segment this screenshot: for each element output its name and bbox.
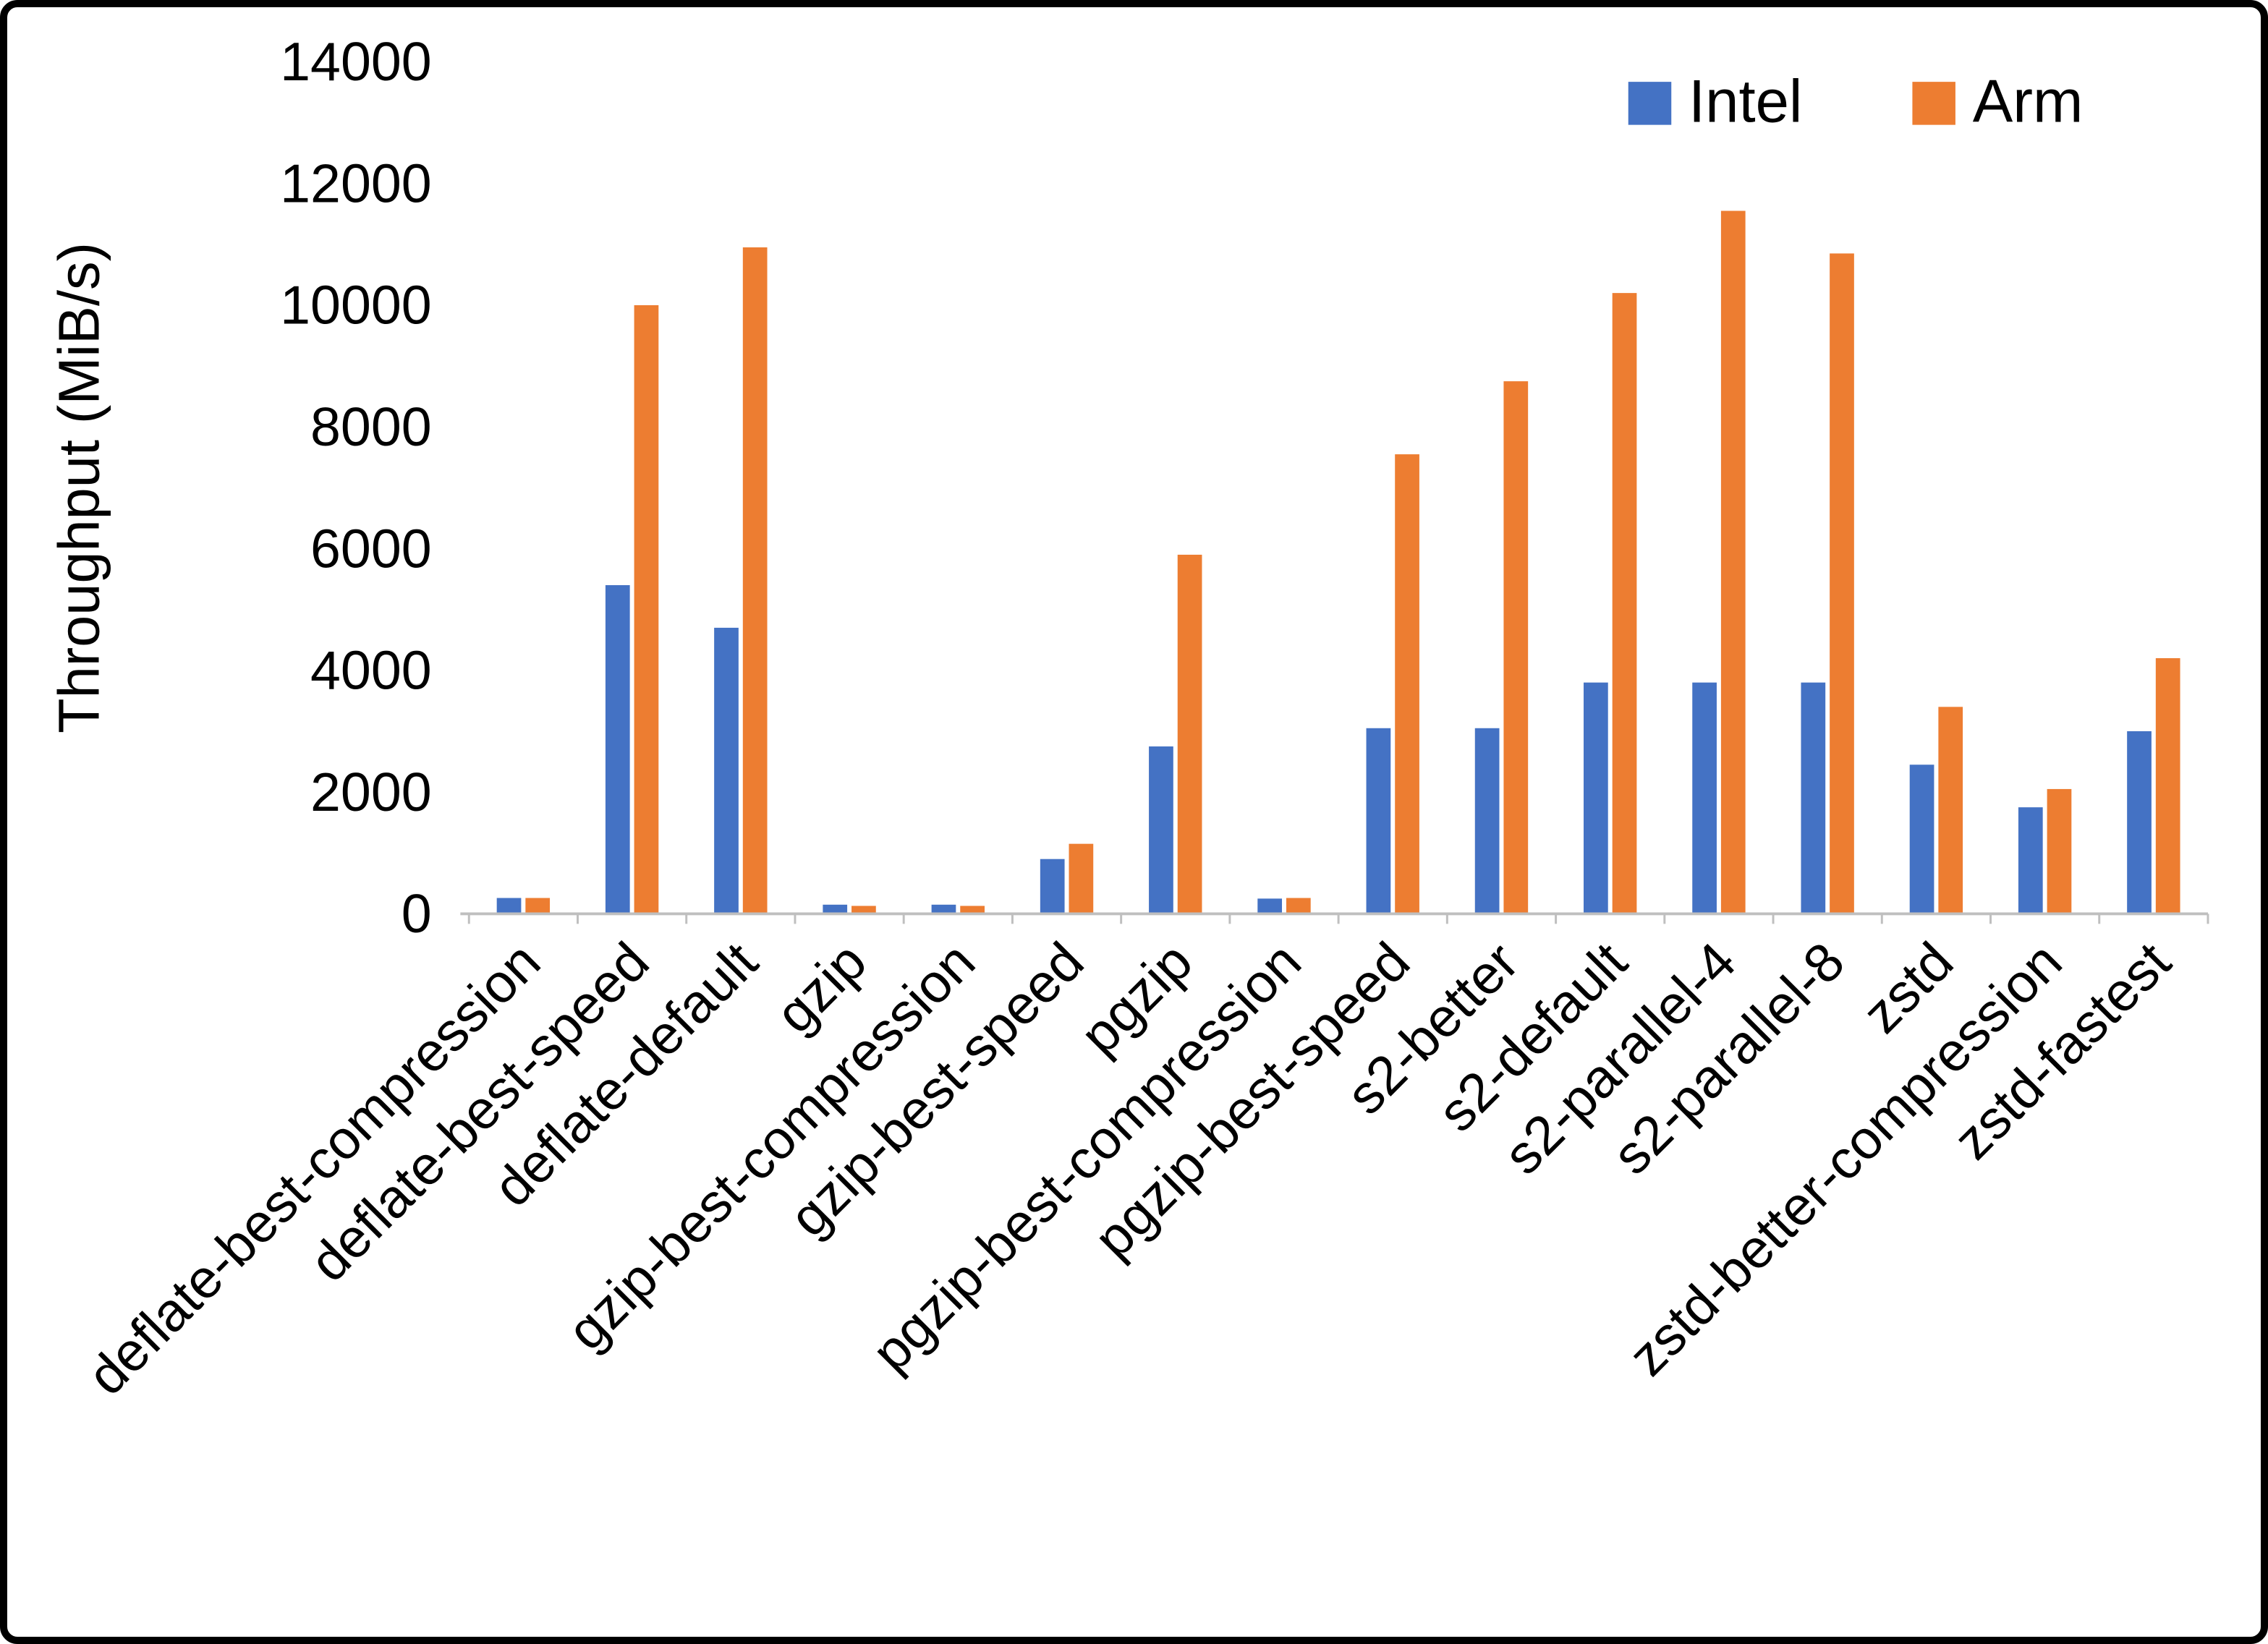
bar-arm-pgzip-best-compression [1286,898,1311,914]
bar-arm-zstd-better-compression [2047,788,2072,914]
throughput-bar-chart: 0 2000 4000 6000 8000 10000 12000 14000 Throughp… [47,31,2209,1407]
bar-arm-s2-default [1612,293,1637,914]
bar-intel-zstd [1909,764,1934,914]
bar-arm-deflate-best-speed [634,304,659,914]
y-axis-tick-label: 14000 [280,31,432,92]
bar-intel-gzip-best-speed [1040,859,1065,914]
bar-arm-gzip-best-compression [960,906,985,914]
y-axis-tick-label: 6000 [310,518,432,579]
legend-label-intel: Intel [1689,68,1802,135]
bar-intel-s2-parallel-8 [1801,682,1826,914]
bar-intel-pgzip-best-speed [1366,728,1391,914]
bar-arm-s2-better [1503,381,1529,914]
bar-arm-s2-parallel-4 [1720,210,1746,914]
bar-intel-deflate-best-compression [496,898,522,914]
bar-arm-pgzip [1177,554,1202,914]
y-axis-tick-label: 10000 [280,275,432,336]
bar-intel-pgzip-best-compression [1257,898,1283,914]
bar-arm-s2-parallel-8 [1830,253,1854,914]
bar-intel-deflate-default [714,627,739,914]
legend-swatch-intel [1628,82,1672,125]
y-axis-tick-label: 2000 [310,762,432,822]
bar-intel-gzip [823,904,848,914]
legend-swatch-arm [1912,82,1955,125]
y-axis-tick-label: 8000 [310,396,432,457]
bar-arm-zstd [1938,707,1963,914]
bar-intel-zstd-better-compression [2018,807,2043,914]
bar-intel-s2-parallel-4 [1692,682,1717,914]
bar-arm-deflate-best-compression [525,898,551,914]
x-axis-category-label: deflate-best-compression [76,931,552,1407]
bar-intel-zstd-fastest [2127,731,2152,914]
y-axis-tick-label: 12000 [280,153,432,213]
y-axis-title: Throughput (MiB/s) [47,242,111,733]
bar-intel-s2-default [1584,682,1608,914]
y-axis-tick-label: 0 [402,883,432,944]
y-axis-tick-label: 4000 [310,640,432,701]
bar-arm-pgzip-best-speed [1395,454,1419,914]
bar-intel-s2-better [1474,728,1500,914]
bar-intel-pgzip [1149,746,1173,914]
bar-intel-gzip-best-compression [931,904,956,914]
bar-arm-gzip-best-speed [1069,843,1094,914]
bar-arm-zstd-fastest [2155,658,2180,914]
bar-intel-deflate-best-speed [605,585,630,914]
bar-arm-deflate-default [742,247,768,914]
bar-arm-gzip [851,906,876,914]
legend-label-arm: Arm [1973,68,2084,135]
